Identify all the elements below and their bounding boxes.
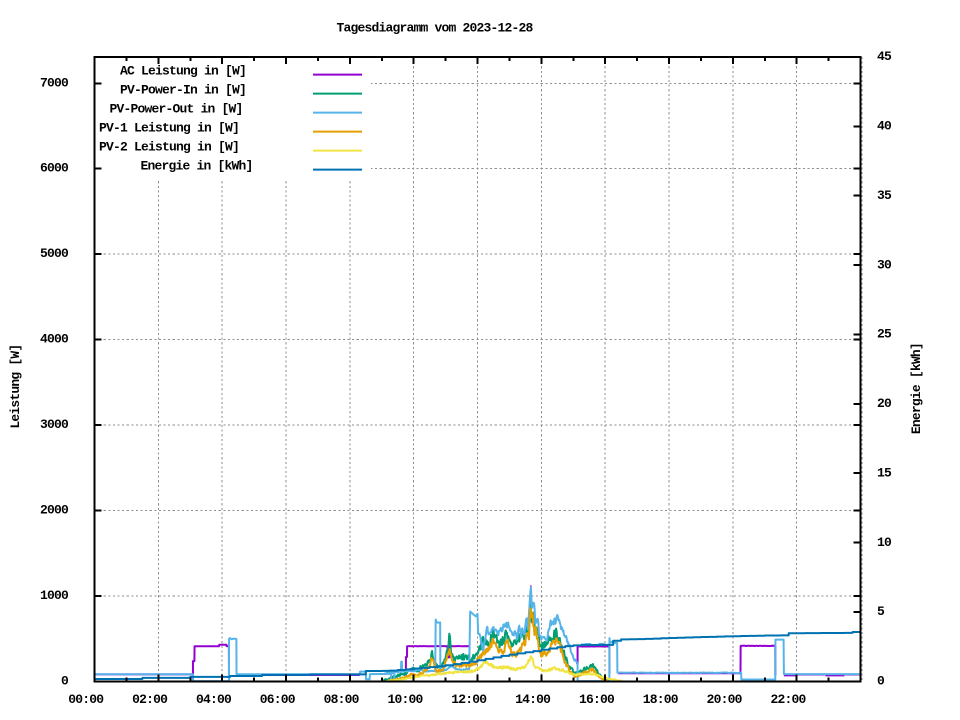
svg-text:0: 0 xyxy=(61,673,69,688)
svg-text:Tagesdiagramm vom 2023-12-28: Tagesdiagramm vom 2023-12-28 xyxy=(337,21,534,36)
svg-text:22:00: 22:00 xyxy=(770,692,806,707)
svg-text:40: 40 xyxy=(877,119,892,134)
svg-text:AC Leistung in [W]: AC Leistung in [W] xyxy=(120,64,246,79)
svg-text:15: 15 xyxy=(877,465,892,480)
svg-text:Energie [kWh]: Energie [kWh] xyxy=(909,343,924,434)
svg-text:PV-Power-Out in [W]: PV-Power-Out in [W] xyxy=(109,102,242,117)
svg-text:5: 5 xyxy=(877,604,885,619)
svg-text:10: 10 xyxy=(877,535,892,550)
svg-text:08:00: 08:00 xyxy=(324,692,360,707)
svg-text:PV-1 Leistung in [W]: PV-1 Leistung in [W] xyxy=(99,121,239,136)
svg-text:00:00: 00:00 xyxy=(68,692,104,707)
svg-text:2000: 2000 xyxy=(40,502,69,517)
svg-text:PV-Power-In in [W]: PV-Power-In in [W] xyxy=(120,83,246,98)
svg-text:20: 20 xyxy=(877,396,892,411)
svg-text:20:00: 20:00 xyxy=(707,692,743,707)
svg-text:18:00: 18:00 xyxy=(643,692,679,707)
svg-text:45: 45 xyxy=(877,49,892,64)
svg-text:25: 25 xyxy=(877,327,892,342)
svg-text:7000: 7000 xyxy=(40,75,69,90)
svg-text:10:00: 10:00 xyxy=(387,692,423,707)
svg-text:30: 30 xyxy=(877,257,892,272)
svg-text:Energie in [kWh]: Energie in [kWh] xyxy=(140,159,252,174)
svg-text:16:00: 16:00 xyxy=(579,692,615,707)
svg-text:Leistung [W]: Leistung [W] xyxy=(8,345,23,429)
svg-text:12:00: 12:00 xyxy=(451,692,487,707)
svg-text:14:00: 14:00 xyxy=(515,692,551,707)
svg-text:02:00: 02:00 xyxy=(132,692,168,707)
svg-text:06:00: 06:00 xyxy=(260,692,296,707)
svg-text:6000: 6000 xyxy=(40,161,69,176)
svg-text:5000: 5000 xyxy=(40,246,69,261)
svg-text:04:00: 04:00 xyxy=(196,692,232,707)
svg-text:3000: 3000 xyxy=(40,417,69,432)
svg-text:0: 0 xyxy=(877,674,885,689)
svg-text:1000: 1000 xyxy=(40,588,69,603)
svg-text:35: 35 xyxy=(877,188,892,203)
svg-text:PV-2 Leistung in [W]: PV-2 Leistung in [W] xyxy=(99,140,239,155)
svg-text:4000: 4000 xyxy=(40,332,69,347)
